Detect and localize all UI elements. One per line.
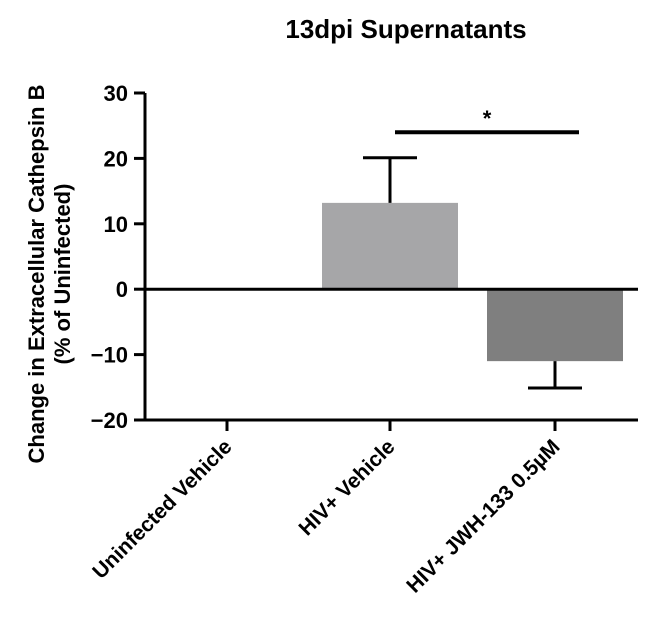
bar-2	[487, 289, 623, 362]
y-tick-label: 10	[104, 212, 128, 237]
x-category-label: HIV+ Vehicle	[295, 435, 400, 540]
x-category-label: HIV+ JWH-133 0.5µM	[402, 435, 564, 597]
y-tick-label: −20	[91, 408, 128, 433]
y-axis-title-line2: (% of Uninfected)	[50, 184, 75, 365]
x-category-label: Uninfected Vehicle	[88, 435, 236, 583]
bar-1	[322, 202, 458, 290]
chart-title: 13dpi Supernatants	[285, 14, 526, 44]
y-tick-label: 30	[104, 81, 128, 106]
y-axis-title-line1: Change in Extracellular Cathepsin B	[24, 85, 49, 464]
y-tick-label: 0	[116, 277, 128, 302]
significance-label: *	[483, 106, 492, 131]
y-tick-label: −10	[91, 343, 128, 368]
y-axis-title: Change in Extracellular Cathepsin B (% o…	[24, 85, 75, 464]
y-tick-label: 20	[104, 146, 128, 171]
